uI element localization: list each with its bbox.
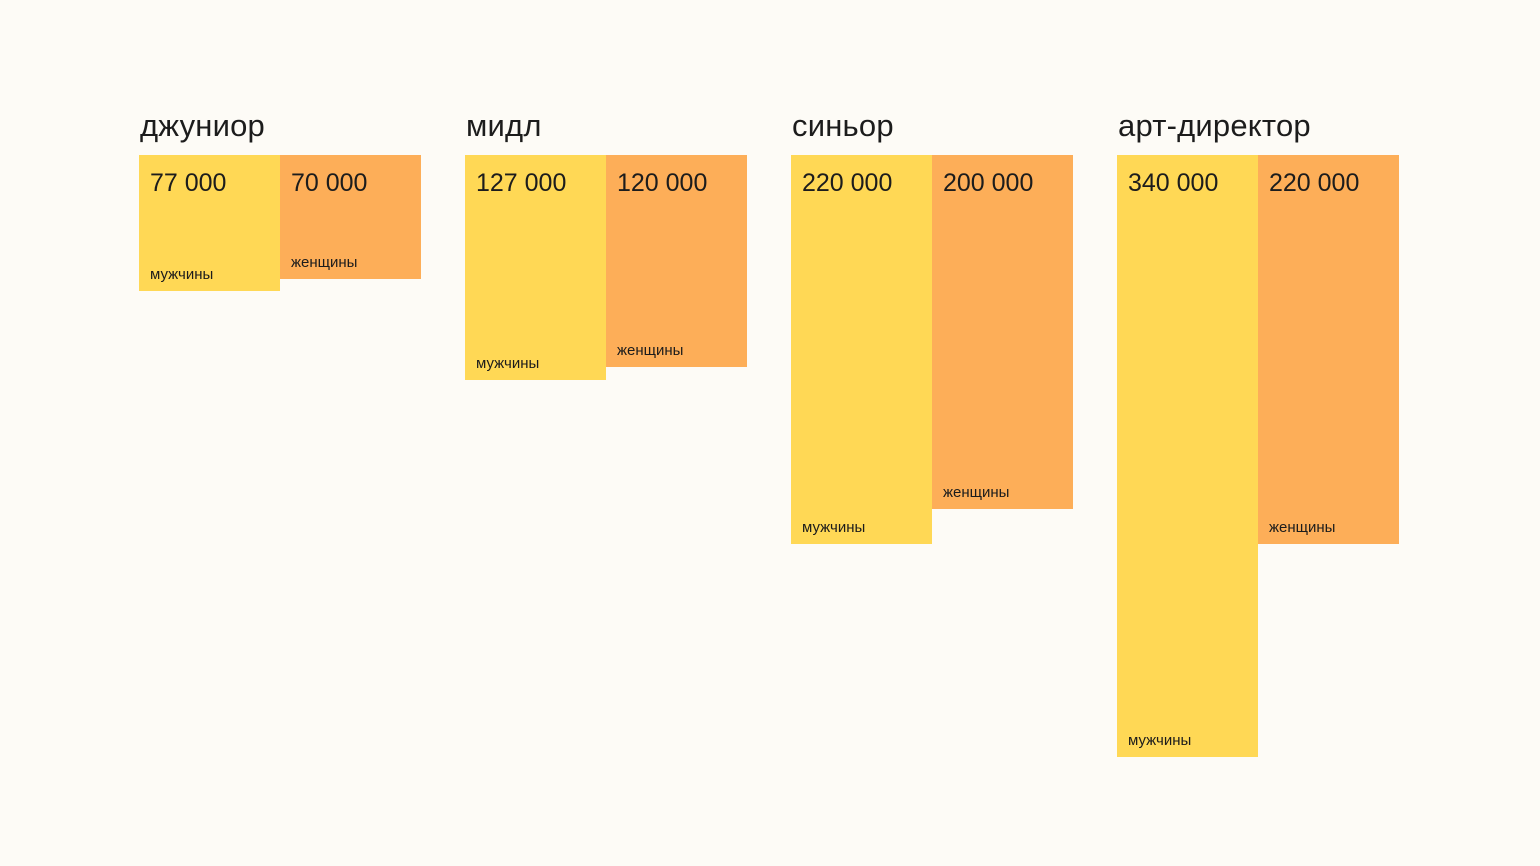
bar-series-label: женщины: [291, 254, 358, 271]
bar-value-label: 200 000: [943, 169, 1034, 197]
bar-value-label: 220 000: [1269, 169, 1360, 197]
chart-group-1: джуниор 77 000 мужчины 70 000 женщины: [139, 0, 421, 866]
group-title: арт-директор: [1118, 108, 1311, 143]
bar-series-label: мужчины: [150, 266, 214, 283]
bar-value-label: 340 000: [1128, 169, 1219, 197]
bar-series-label: женщины: [943, 484, 1010, 501]
bar-value-label: 220 000: [802, 169, 893, 197]
chart-group-3: синьор 220 000 мужчины 200 000 женщины: [791, 0, 1073, 866]
bar-series-label: мужчины: [476, 355, 540, 372]
bar-series-label: женщины: [1269, 519, 1336, 536]
group-title: джуниор: [140, 108, 265, 143]
chart-group-4: арт-директор 340 000 мужчины 220 000 женщины: [1117, 0, 1399, 866]
bar-men: 77 000 мужчины: [139, 155, 280, 291]
bar-women: 120 000 женщины: [606, 155, 747, 367]
bar-series-label: мужчины: [1128, 732, 1192, 749]
group-title: синьор: [792, 108, 894, 143]
bar-series-label: женщины: [617, 342, 684, 359]
bar-men: 340 000 мужчины: [1117, 155, 1258, 757]
bar-women: 220 000 женщины: [1258, 155, 1399, 544]
bar-women: 200 000 женщины: [932, 155, 1073, 509]
bar-value-label: 120 000: [617, 169, 708, 197]
bar-men: 220 000 мужчины: [791, 155, 932, 544]
bar-women: 70 000 женщины: [280, 155, 421, 279]
bar-value-label: 127 000: [476, 169, 567, 197]
group-title: мидл: [466, 108, 542, 143]
bar-series-label: мужчины: [802, 519, 866, 536]
bar-value-label: 77 000: [150, 169, 227, 197]
chart-group-2: мидл 127 000 мужчины 120 000 женщины: [465, 0, 747, 866]
bar-men: 127 000 мужчины: [465, 155, 606, 380]
bar-value-label: 70 000: [291, 169, 368, 197]
